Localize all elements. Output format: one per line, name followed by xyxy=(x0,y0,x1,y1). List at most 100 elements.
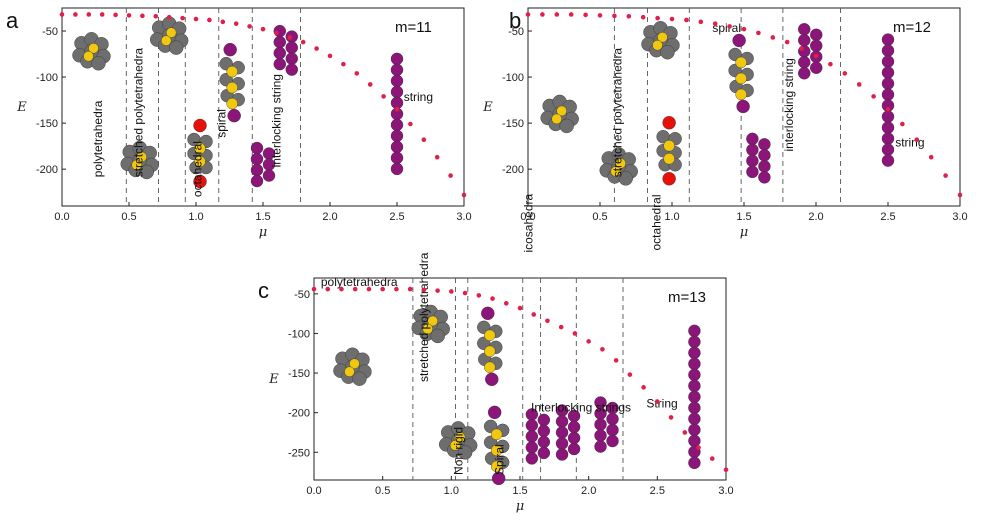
atom-yellow xyxy=(663,140,675,152)
data-point xyxy=(300,39,306,45)
atom-gray xyxy=(618,171,633,186)
atom-purple xyxy=(594,440,607,453)
atom-purple xyxy=(491,471,506,486)
atom-yellow xyxy=(226,97,238,110)
data-point xyxy=(943,173,948,178)
region-label: string xyxy=(404,90,433,104)
data-point xyxy=(517,305,523,311)
data-point xyxy=(476,293,482,298)
data-point xyxy=(531,312,537,317)
y-tick-label: -250 xyxy=(288,447,310,459)
data-point xyxy=(314,46,319,51)
cluster-glyph-7 xyxy=(881,33,895,167)
data-point xyxy=(394,107,400,112)
data-point xyxy=(655,399,660,404)
atom-purple xyxy=(525,419,539,432)
atom-red xyxy=(193,118,207,133)
data-point xyxy=(914,137,920,142)
region-label: octahedral xyxy=(190,141,204,197)
atom-yellow xyxy=(194,142,206,155)
data-point xyxy=(449,289,454,294)
atom-purple xyxy=(881,88,895,101)
atom-purple xyxy=(594,418,607,431)
atom-yellow xyxy=(735,88,747,101)
region-label: spiral xyxy=(214,109,228,138)
atom-red xyxy=(193,174,207,189)
y-axis-label: E xyxy=(268,372,279,387)
atom-purple xyxy=(881,154,895,167)
atom-yellow xyxy=(226,65,238,78)
atom-purple xyxy=(273,57,286,71)
x-tick-label: 1.5 xyxy=(512,485,527,497)
region-label: Spiral xyxy=(493,444,507,475)
data-point xyxy=(813,53,819,59)
x-tick-label: 0.0 xyxy=(306,485,321,497)
atom-purple xyxy=(525,452,539,465)
atom-yellow xyxy=(344,366,355,377)
atom-yellow xyxy=(194,155,206,168)
panel-title: m=12 xyxy=(893,19,931,36)
x-tick-label: 2.5 xyxy=(650,485,665,497)
atom-purple xyxy=(746,154,759,168)
atom-yellow xyxy=(422,323,433,335)
x-tick-label: 1.0 xyxy=(664,211,679,223)
data-point xyxy=(627,372,633,377)
cluster-glyph-2 xyxy=(641,21,680,60)
panel-a: 0.0 0.5 1.0 1.5 2.0 2.5 3.0 -50 -100 -150 -200 μ Ea m… xyxy=(6,7,472,240)
atom-gray xyxy=(139,164,154,180)
data-point xyxy=(341,61,346,67)
y-tick-label: -50 xyxy=(294,289,310,301)
data-point xyxy=(461,192,467,198)
atom-yellow xyxy=(83,51,94,62)
data-point xyxy=(260,26,266,32)
atom-purple xyxy=(758,160,771,173)
atom-purple xyxy=(688,434,701,448)
data-point xyxy=(612,13,617,19)
data-point xyxy=(421,137,427,142)
data-point xyxy=(503,301,509,306)
data-point xyxy=(885,107,891,112)
atom-purple xyxy=(881,55,895,68)
data-point xyxy=(655,15,660,21)
region-label: Non rigid xyxy=(451,427,465,475)
x-tick-label: 2.0 xyxy=(322,211,337,223)
data-point xyxy=(668,415,674,420)
data-point xyxy=(957,192,963,198)
atom-yellow xyxy=(484,361,496,374)
data-point xyxy=(462,290,468,296)
data-point xyxy=(325,286,331,292)
atom-yellow xyxy=(484,345,496,358)
data-point xyxy=(554,12,560,17)
atom-purple xyxy=(567,431,581,445)
data-point xyxy=(354,71,360,76)
data-point xyxy=(153,13,159,19)
cluster-glyph-2 xyxy=(439,421,478,460)
atom-purple xyxy=(688,390,701,404)
y-tick-label: -200 xyxy=(502,164,524,176)
data-point xyxy=(928,154,934,160)
x-tick-label: 2.5 xyxy=(389,211,404,223)
panel-letter: a xyxy=(6,8,19,33)
atom-red xyxy=(662,172,676,186)
atom-purple xyxy=(688,368,701,382)
atom-yellow xyxy=(490,444,503,457)
region-label: string xyxy=(895,136,924,150)
cluster-glyph-4 xyxy=(219,42,245,123)
panel-title: m=11 xyxy=(395,19,432,36)
data-point xyxy=(613,358,619,363)
data-point xyxy=(741,26,747,32)
cluster-glyph-6 xyxy=(555,404,581,461)
x-tick-label: 0.5 xyxy=(121,211,136,223)
data-point xyxy=(435,288,440,293)
atom-yellow xyxy=(556,105,567,117)
data-point xyxy=(525,12,531,17)
atom-purple xyxy=(481,306,495,321)
y-tick-label: -50 xyxy=(42,26,58,38)
data-point xyxy=(583,12,588,18)
data-point xyxy=(799,46,804,51)
atom-purple xyxy=(555,448,569,461)
data-point xyxy=(99,12,105,17)
atom-gray xyxy=(91,56,106,71)
data-point xyxy=(698,19,704,25)
